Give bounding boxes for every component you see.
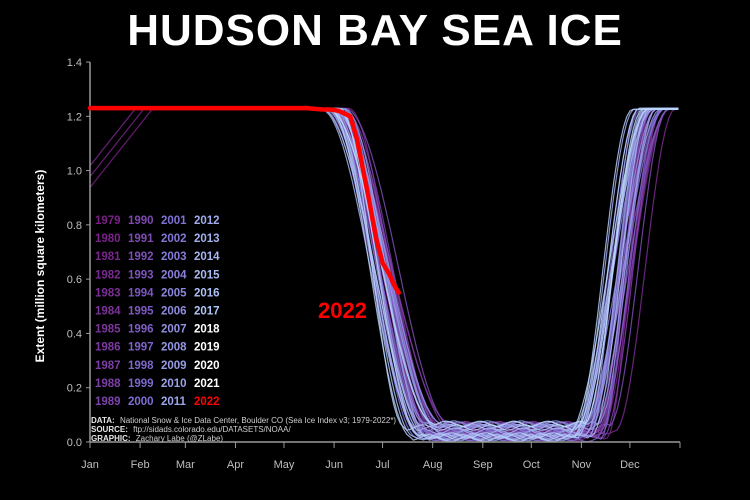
y-tick-label: 0.8 <box>67 220 82 232</box>
legend-item-1980: 1980 <box>95 233 121 245</box>
legend-item-2008: 2008 <box>161 342 187 354</box>
legend-item-2007: 2007 <box>161 324 187 336</box>
x-tick-label: Aug <box>423 459 443 471</box>
y-tick-label: 0.2 <box>67 383 82 395</box>
y-tick-label: 1.0 <box>67 166 82 178</box>
legend-item-1997: 1997 <box>128 342 154 354</box>
y-tick-label: 1.2 <box>67 111 82 123</box>
legend-item-2021: 2021 <box>194 378 220 390</box>
x-tick-label: Mar <box>176 459 195 471</box>
x-tick-label: Jul <box>376 459 390 471</box>
legend-item-2011: 2011 <box>161 396 187 408</box>
legend-item-2004: 2004 <box>161 269 187 281</box>
legend-item-1999: 1999 <box>128 378 154 390</box>
legend-item-2014: 2014 <box>194 251 220 263</box>
highlight-2022 <box>87 105 401 295</box>
y-tick-label: 0.6 <box>67 274 82 286</box>
legend-item-2015: 2015 <box>194 269 220 281</box>
x-tick-label: Oct <box>523 459 540 471</box>
source-block: DATA: National Snow & Ice Data Center, B… <box>91 416 396 443</box>
legend-item-2000: 2000 <box>128 396 154 408</box>
axes: 0.0 0.2 0.4 0.6 0.8 1.0 1.2 1.4 Jan Feb Mar Apr May J… <box>67 57 681 471</box>
x-tick-label: Dec <box>620 459 640 471</box>
legend-item-1996: 1996 <box>128 324 154 336</box>
legend-item-2005: 2005 <box>161 287 187 299</box>
chart-title: HUDSON BAY SEA ICE <box>127 6 623 55</box>
legend-item-1992: 1992 <box>128 251 154 263</box>
legend-item-2018: 2018 <box>194 324 220 336</box>
x-tick-label: Jun <box>325 459 343 471</box>
legend-item-1987: 1987 <box>95 360 121 372</box>
source-url-label: SOURCE: <box>91 425 128 434</box>
legend-item-1994: 1994 <box>128 287 154 299</box>
legend-item-2012: 2012 <box>194 215 220 227</box>
legend-item-1990: 1990 <box>128 215 154 227</box>
x-tick-label: Nov <box>572 459 592 471</box>
legend-item-2017: 2017 <box>194 306 220 318</box>
y-tick-label: 1.4 <box>67 57 82 69</box>
legend-item-1982: 1982 <box>95 269 121 281</box>
legend-item-2019: 2019 <box>194 342 220 354</box>
legend-item-2002: 2002 <box>161 233 187 245</box>
legend-item-1983: 1983 <box>95 287 121 299</box>
legend-item-1979: 1979 <box>95 215 121 227</box>
graphic-label: GRAPHIC: <box>91 434 131 443</box>
legend-item-1998: 1998 <box>128 360 154 372</box>
legend-item-1985: 1985 <box>95 324 121 336</box>
x-tick-label: Sep <box>473 459 493 471</box>
legend-item-1984: 1984 <box>95 306 121 318</box>
legend-item-1993: 1993 <box>128 269 154 281</box>
legend-item-2001: 2001 <box>161 215 187 227</box>
legend-item-2022: 2022 <box>194 396 220 408</box>
year-legend: 1979 1980 1981 1982 1983 1984 1985 1986 1987 1988… <box>95 215 220 408</box>
legend-item-2020: 2020 <box>194 360 220 372</box>
svg-text:DATA: National Snow & Ic: DATA: National Snow & Ice Data Center, B… <box>91 416 396 425</box>
legend-item-1986: 1986 <box>95 342 121 354</box>
legend-item-1995: 1995 <box>128 306 154 318</box>
y-tick-label: 0.0 <box>67 437 82 449</box>
legend-item-2006: 2006 <box>161 306 187 318</box>
x-tick-label: Apr <box>227 459 244 471</box>
legend-item-1991: 1991 <box>128 233 154 245</box>
legend-item-2016: 2016 <box>194 287 220 299</box>
source-data-label: DATA: <box>91 416 115 425</box>
x-tick-label: Jan <box>81 459 99 471</box>
y-axis-label: Extent (million square kilometers) <box>33 170 47 363</box>
legend-item-1989: 1989 <box>95 396 121 408</box>
x-tick-label: May <box>274 459 295 471</box>
legend-item-2009: 2009 <box>161 360 187 372</box>
legend-item-2010: 2010 <box>161 378 187 390</box>
legend-item-2003: 2003 <box>161 251 187 263</box>
legend-item-2013: 2013 <box>194 233 220 245</box>
x-tick-label: Feb <box>131 459 150 471</box>
svg-text:SOURCE: ftp://sidads.col: SOURCE: ftp://sidads.colorado.edu/DATASE… <box>91 425 291 434</box>
source-url-text: ftp://sidads.colorado.edu/DATASETS/NOAA/ <box>133 425 291 434</box>
annotation-2022: 2022 <box>318 298 367 323</box>
graphic-text: Zachary Labe (@ZLabe) <box>136 434 224 443</box>
legend-item-1988: 1988 <box>95 378 121 390</box>
y-tick-label: 0.4 <box>67 328 82 340</box>
svg-text:GRAPHIC: Zachary Labe (@: GRAPHIC: Zachary Labe (@ZLabe) <box>91 434 223 443</box>
source-data-text: National Snow & Ice Data Center, Boulder… <box>120 416 396 425</box>
legend-item-1981: 1981 <box>95 251 121 263</box>
series-line-2022 <box>87 105 401 295</box>
